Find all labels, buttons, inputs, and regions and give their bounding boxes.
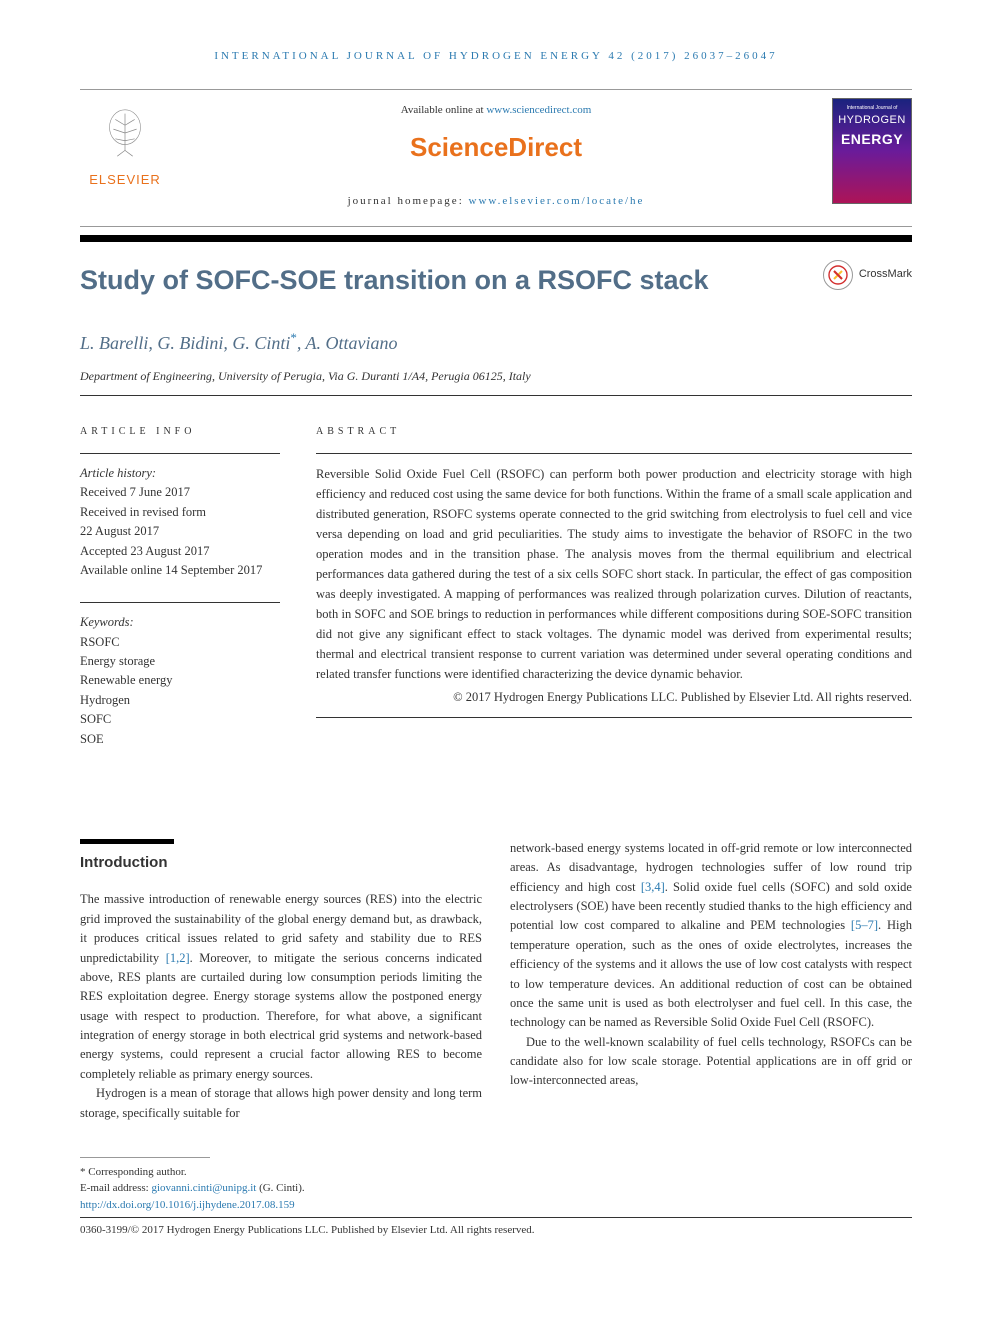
authors-main: L. Barelli, G. Bidini, G. Cinti — [80, 333, 290, 353]
abstract-label: ABSTRACT — [316, 424, 912, 439]
abstract-bottom-rule — [316, 717, 912, 718]
history-label: Article history: — [80, 464, 280, 483]
homepage-prefix: journal homepage: — [348, 195, 469, 207]
history-2: 22 August 2017 — [80, 522, 280, 541]
header-box: ELSEVIER International Journal of HYDROG… — [80, 89, 912, 227]
keywords-block: Keywords: RSOFC Energy storage Renewable… — [80, 602, 280, 749]
crossmark-label: CrossMark — [859, 266, 912, 283]
body-text-right: network-based energy systems located in … — [510, 839, 912, 1091]
article-title: Study of SOFC-SOE transition on a RSOFC … — [80, 260, 912, 301]
article-info-label: ARTICLE INFO — [80, 424, 280, 439]
article-info-column: ARTICLE INFO Article history: Received 7… — [80, 424, 280, 749]
body-columns: Introduction The massive introduction of… — [80, 839, 912, 1123]
journal-cover: International Journal of HYDROGEN ENERGY — [832, 98, 912, 204]
ref-link-34[interactable]: [3,4] — [641, 880, 665, 894]
info-abstract-row: ARTICLE INFO Article history: Received 7… — [80, 424, 912, 749]
cover-line1: International Journal of — [837, 105, 907, 113]
ref-link-57[interactable]: [5–7] — [851, 918, 878, 932]
abstract-copyright: © 2017 Hydrogen Energy Publications LLC.… — [316, 688, 912, 707]
col1-p2: Hydrogen is a mean of storage that allow… — [80, 1086, 482, 1119]
col2-p2: Due to the well-known scalability of fue… — [510, 1035, 912, 1088]
doi-link[interactable]: http://dx.doi.org/10.1016/j.ijhydene.201… — [80, 1199, 295, 1211]
article-history: Article history: Received 7 June 2017 Re… — [80, 464, 280, 580]
journal-homepage: journal homepage: www.elsevier.com/locat… — [80, 193, 912, 210]
body-column-right: network-based energy systems located in … — [510, 839, 912, 1123]
ref-link-12[interactable]: [1,2] — [166, 951, 190, 965]
info-rule-2 — [80, 602, 280, 603]
issn-copyright: 0360-3199/© 2017 Hydrogen Energy Publica… — [80, 1222, 912, 1239]
introduction-heading: Introduction — [80, 852, 482, 875]
footer: * Corresponding author. E-mail address: … — [80, 1164, 912, 1239]
body-text-left: The massive introduction of renewable en… — [80, 890, 482, 1123]
journal-header: INTERNATIONAL JOURNAL OF HYDROGEN ENERGY… — [80, 48, 912, 65]
history-0: Received 7 June 2017 — [80, 483, 280, 502]
keyword-1: Energy storage — [80, 652, 280, 671]
body-column-left: Introduction The massive introduction of… — [80, 839, 482, 1123]
abstract-rule — [316, 453, 912, 454]
affiliation: Department of Engineering, University of… — [80, 367, 912, 385]
elsevier-logo: ELSEVIER — [80, 104, 170, 190]
email-link[interactable]: giovanni.cinti@unipg.it — [151, 1182, 256, 1194]
corresponding-author: * Corresponding author. — [80, 1164, 912, 1181]
keyword-5: SOE — [80, 730, 280, 749]
abstract-column: ABSTRACT Reversible Solid Oxide Fuel Cel… — [316, 424, 912, 749]
info-rule-1 — [80, 453, 280, 454]
history-4: Available online 14 September 2017 — [80, 561, 280, 580]
email-tail: (G. Cinti). — [256, 1182, 304, 1194]
keyword-3: Hydrogen — [80, 691, 280, 710]
elsevier-tree-icon — [96, 104, 154, 162]
homepage-link[interactable]: www.elsevier.com/locate/he — [469, 195, 645, 207]
cover-line2: HYDROGEN — [837, 112, 907, 129]
abstract-text: Reversible Solid Oxide Fuel Cell (RSOFC)… — [316, 464, 912, 684]
history-3: Accepted 23 August 2017 — [80, 542, 280, 561]
available-prefix: Available online at — [401, 104, 487, 116]
keyword-0: RSOFC — [80, 633, 280, 652]
affiliation-rule — [80, 395, 912, 396]
elsevier-text: ELSEVIER — [80, 170, 170, 190]
keyword-4: SOFC — [80, 710, 280, 729]
keyword-2: Renewable energy — [80, 671, 280, 690]
keywords-label: Keywords: — [80, 613, 280, 632]
cover-line3: ENERGY — [837, 129, 907, 150]
crossmark-badge[interactable]: CrossMark — [823, 260, 912, 290]
history-1: Received in revised form — [80, 503, 280, 522]
sciencedirect-link[interactable]: www.sciencedirect.com — [486, 104, 591, 116]
col2-p1c: . High temperature operation, such as th… — [510, 918, 912, 1029]
intro-rule — [80, 839, 174, 844]
final-rule — [80, 1217, 912, 1218]
authors-tail: , A. Ottaviano — [297, 333, 398, 353]
footer-separator — [80, 1157, 210, 1158]
available-online: Available online at www.sciencedirect.co… — [80, 102, 912, 119]
col1-p1b: . Moreover, to mitigate the serious conc… — [80, 951, 482, 1081]
crossmark-icon — [823, 260, 853, 290]
email-label: E-mail address: — [80, 1182, 151, 1194]
authors: L. Barelli, G. Bidini, G. Cinti*, A. Ott… — [80, 328, 912, 357]
sciencedirect-logo: ScienceDirect — [80, 128, 912, 167]
title-text: Study of SOFC-SOE transition on a RSOFC … — [80, 265, 709, 295]
thick-rule — [80, 235, 912, 242]
